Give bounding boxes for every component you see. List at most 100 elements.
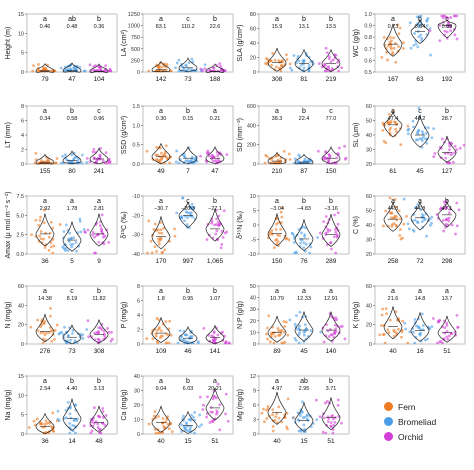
data-point (445, 199, 449, 202)
data-point (397, 32, 401, 36)
data-point (149, 239, 153, 243)
group-mean-label: −3.04 (270, 206, 284, 212)
y-tick-label: 0.7 (364, 47, 372, 53)
panel-frame (374, 285, 466, 345)
data-point (441, 325, 444, 329)
data-point (94, 64, 97, 67)
data-point (67, 237, 71, 241)
significance-letter: b (302, 198, 306, 205)
data-point (387, 330, 391, 334)
violin-outline (205, 387, 225, 421)
data-point (328, 55, 331, 58)
group-mean-label: 0.48 (67, 24, 78, 30)
group-mean-label: 21.6 (388, 296, 399, 302)
y-axis-label: SD (mm⁻²) (237, 118, 244, 152)
data-point (219, 64, 223, 68)
data-point (442, 337, 446, 341)
data-point (66, 249, 70, 252)
y-axis-label: Height (m) (5, 27, 12, 60)
y-tick-label: 10 (134, 418, 140, 424)
y-tick-label: 10 (250, 194, 256, 200)
data-point (438, 39, 442, 43)
significance-letter: b (329, 16, 333, 23)
data-point (329, 241, 333, 244)
data-point (343, 337, 347, 341)
violin-outline (321, 397, 341, 431)
data-point (147, 422, 151, 426)
data-point (420, 130, 424, 133)
data-point (279, 329, 283, 333)
data-point (62, 230, 66, 233)
data-point (319, 330, 323, 334)
data-point (156, 431, 160, 435)
data-point (74, 403, 77, 407)
significance-letter: b (329, 378, 333, 385)
data-point (324, 401, 327, 405)
sample-size-label: 276 (40, 348, 51, 355)
data-point (186, 216, 189, 219)
data-point (302, 246, 306, 250)
y-axis-label: N (mg/g) (5, 301, 12, 328)
violin-outline (267, 151, 287, 165)
data-point (452, 14, 456, 18)
violin-outline (62, 150, 82, 165)
legend-item-fern: Fern (384, 400, 472, 413)
data-point (317, 62, 321, 65)
data-point (395, 224, 398, 228)
y-tick-label: 1.0 (132, 123, 140, 129)
sample-size-label: 140 (326, 348, 337, 355)
legend-swatch-orchid (384, 432, 393, 441)
data-point (170, 430, 174, 434)
data-point (277, 416, 281, 420)
data-point (32, 64, 35, 68)
data-point (55, 323, 59, 327)
panel-frame (142, 195, 234, 255)
data-point (271, 51, 275, 55)
data-point (86, 319, 90, 323)
data-point (335, 235, 339, 239)
sample-size-label: 73 (68, 348, 76, 355)
data-point (286, 397, 290, 401)
violin-outline (35, 413, 55, 435)
y-tick-label: 9 (253, 389, 256, 395)
sample-size-label: 127 (442, 168, 453, 175)
data-point (389, 126, 392, 130)
significance-letter: a (43, 108, 47, 115)
data-point (445, 205, 449, 209)
data-point (285, 58, 289, 61)
sample-size-label: 109 (156, 348, 167, 355)
data-point (452, 160, 455, 164)
y-tick-label: 0 (137, 432, 140, 438)
y-tick-label: 2 (21, 148, 24, 154)
data-point (180, 423, 183, 427)
legend-label-fern: Fern (398, 401, 416, 412)
data-point (190, 57, 194, 61)
data-point (286, 427, 289, 431)
data-point (380, 313, 384, 317)
y-axis-label: P (mg/g) (121, 302, 128, 329)
violin-outline (294, 49, 314, 73)
data-point (72, 236, 76, 240)
data-point (198, 413, 202, 417)
y-tick-label: 0 (253, 70, 256, 76)
data-point (106, 327, 109, 330)
sample-size-label: 150 (326, 168, 337, 175)
data-point (36, 318, 39, 322)
violin-outline (35, 153, 55, 165)
significance-letter: b (445, 198, 449, 205)
data-point (209, 406, 213, 409)
group-mean-label: 0.96 (94, 116, 105, 122)
data-point (388, 112, 391, 116)
data-point (184, 428, 188, 432)
data-point (302, 333, 306, 337)
sample-size-label: 192 (442, 76, 453, 83)
data-point (217, 224, 220, 227)
data-point (272, 341, 276, 345)
data-point (185, 333, 189, 337)
data-point (417, 35, 421, 39)
y-tick-label: 250 (131, 58, 140, 64)
data-point (292, 54, 296, 57)
data-point (93, 406, 96, 410)
data-point (79, 230, 83, 234)
group-mean-label: 1.78 (67, 206, 78, 212)
